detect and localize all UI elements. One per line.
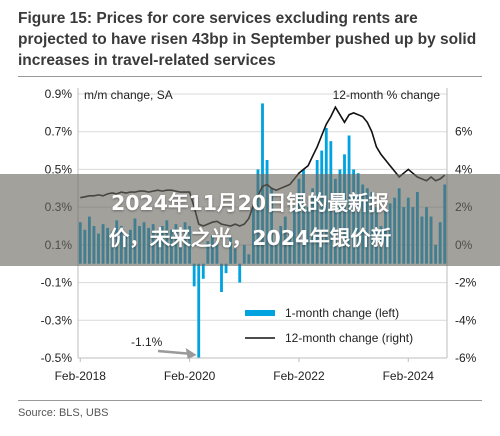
annotation-label: -1.1% (131, 335, 163, 349)
x-tick-label: Feb-2022 (273, 369, 325, 383)
x-tick-label: Feb-2024 (383, 369, 435, 383)
legend-label-bars: 1-month change (left) (285, 306, 399, 320)
legend-label-line: 12-month change (right) (285, 331, 413, 345)
title-divider (18, 76, 482, 77)
headline-line-2: 价，未来之光，2024年银价新 (108, 226, 392, 250)
bar (197, 263, 201, 358)
left-tick-label: -0.5% (41, 351, 73, 365)
bar (220, 263, 223, 292)
right-tick-label: -2% (455, 276, 477, 290)
left-tick-label: -0.3% (41, 313, 73, 327)
left-panel-label: m/m change, SA (84, 88, 173, 102)
x-tick-label: Feb-2020 (164, 369, 216, 383)
right-tick-label: -4% (455, 313, 477, 327)
right-panel-label: 12-month % change (333, 88, 441, 102)
left-tick-label: 0.9% (45, 87, 73, 101)
left-tick-label: 0.7% (45, 125, 73, 139)
bar (192, 263, 196, 287)
figure-title: Figure 15: Prices for core services excl… (18, 10, 477, 69)
right-tick-label: -6% (455, 351, 477, 365)
legend: 1-month change (left) 12-month change (ri… (245, 306, 413, 345)
bar (224, 263, 228, 274)
bar (238, 263, 242, 283)
right-tick-label: 4% (455, 162, 473, 176)
legend-swatch-bars (245, 310, 275, 316)
source-note: Source: BLS, UBS (18, 407, 109, 419)
headline-banner: 2024年11月20日银的最新报 价，未来之光，2024年银价新 (0, 174, 500, 266)
bar (201, 263, 205, 279)
left-tick-label: 0.5% (45, 162, 73, 176)
annotation: -1.1% (131, 335, 197, 359)
source-divider (18, 400, 482, 401)
right-tick-label: 6% (455, 125, 473, 139)
headline-line-1: 2024年11月20日银的最新报 (110, 191, 390, 215)
annotation-arrow-head (185, 348, 197, 359)
x-tick-label: Feb-2018 (55, 369, 107, 383)
left-tick-label: -0.1% (41, 276, 73, 290)
